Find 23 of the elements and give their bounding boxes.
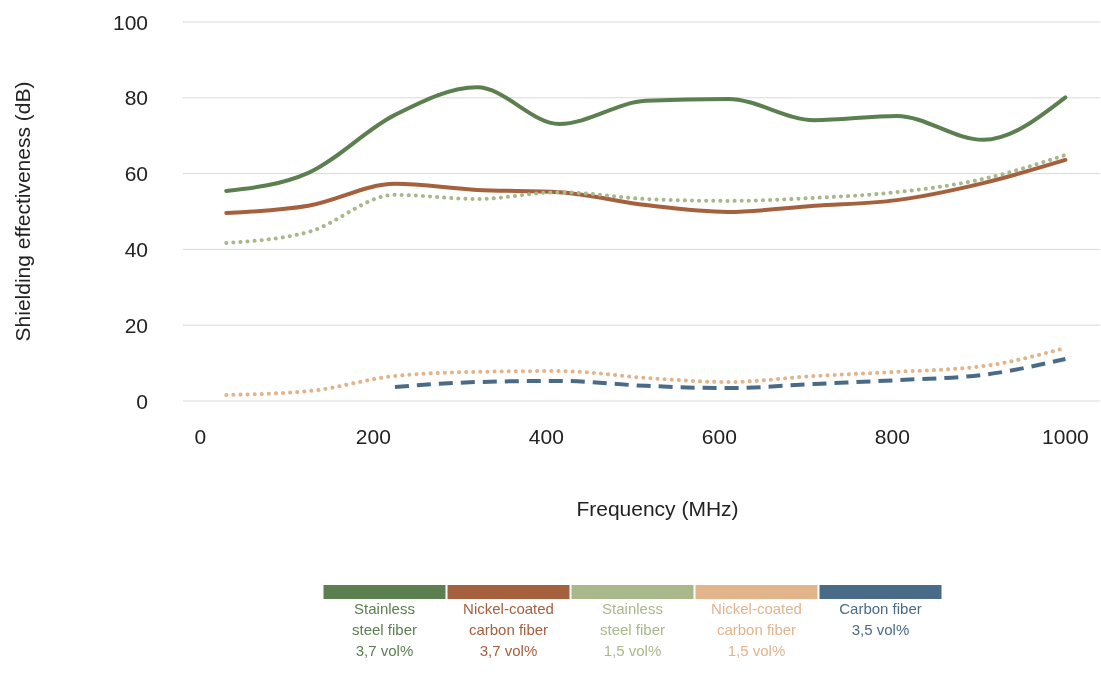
- x-tick-label: 400: [528, 425, 564, 448]
- x-tick-label: 1000: [1042, 425, 1089, 448]
- y-tick-label: 60: [124, 162, 148, 186]
- text: Stainless steel fiber 1,5 vol%: [599, 600, 666, 659]
- x-tick-label: 0: [194, 425, 207, 448]
- line-series: [224, 85, 1068, 194]
- x-tick-label: 600: [701, 425, 737, 448]
- y-tick-label: 0: [136, 389, 148, 413]
- line-series: [224, 157, 1068, 216]
- y-tick-label: 80: [124, 86, 148, 110]
- y-tick-label: 20: [124, 313, 148, 337]
- x-axis-title: Frequency (MHz): [576, 497, 739, 520]
- x-tick-label: 800: [874, 425, 910, 448]
- y-tick-label: 100: [112, 10, 148, 34]
- x-tick-label: 200: [355, 425, 391, 448]
- text: Nickel-coated carbon fiber 1,5 vol%: [711, 600, 802, 659]
- line-series: [392, 356, 1068, 391]
- text: Nickel-coated carbon fiber 3,7 vol%: [463, 600, 554, 659]
- y-tick-label: 40: [124, 237, 148, 261]
- text: Stainless steel fiber 3,7 vol%: [351, 600, 418, 659]
- y-axis-title: Shielding effectiveness (dB): [11, 81, 34, 342]
- line-series: [224, 153, 1068, 245]
- text: Carbon fiber 3,5 vol%: [839, 600, 922, 638]
